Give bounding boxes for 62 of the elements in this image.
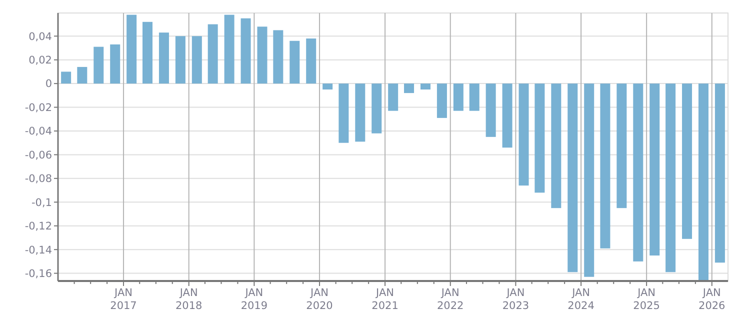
- bar: [600, 84, 610, 248]
- x-tick-label: JAN 2024: [568, 287, 595, 312]
- bar: [273, 30, 284, 84]
- y-tick-label: -0,16: [24, 268, 52, 280]
- bar: [322, 84, 333, 90]
- bar: [502, 84, 512, 148]
- y-tick-label: -0,06: [24, 149, 52, 162]
- bar: [616, 84, 627, 208]
- bar: [338, 84, 349, 143]
- bar: [698, 84, 708, 280]
- y-tick-label: -0,1: [32, 196, 52, 209]
- bar: [142, 22, 152, 84]
- y-tick-label: 0: [45, 78, 52, 90]
- bar: [61, 72, 72, 84]
- y-tick-label: -0,12: [24, 220, 52, 233]
- x-tick-label: JAN 2018: [175, 287, 202, 312]
- bar: [126, 14, 137, 84]
- bar: [372, 84, 382, 134]
- bar: [355, 84, 366, 142]
- y-tick-label: 0,02: [28, 54, 52, 67]
- x-tick-label: JAN 2025: [633, 287, 660, 312]
- bar: [584, 84, 594, 277]
- bar: [682, 84, 692, 239]
- bar: [534, 84, 545, 193]
- bar: [306, 38, 316, 84]
- bar: [404, 84, 414, 94]
- y-tick-label: -0,02: [24, 102, 52, 114]
- bar: [633, 84, 644, 262]
- bar: [551, 84, 562, 208]
- bar: [568, 84, 578, 272]
- bar: [453, 84, 464, 111]
- x-tick-label: JAN 2023: [502, 287, 530, 312]
- bar: [469, 84, 480, 111]
- bar: [110, 44, 120, 84]
- y-tick-label: -0,08: [24, 173, 52, 186]
- bar: [650, 84, 660, 256]
- bar: [224, 14, 234, 84]
- bar: [175, 36, 186, 84]
- x-tick-label: JAN 2017: [110, 287, 137, 312]
- bar: [714, 84, 725, 263]
- bar: [94, 46, 104, 84]
- bar: [518, 84, 529, 186]
- x-tick-label: JAN 2022: [437, 287, 464, 312]
- x-tick-label: JAN 2019: [240, 287, 268, 312]
- x-tick-label: JAN 2026: [698, 287, 726, 312]
- bar: [77, 66, 88, 84]
- x-tick-label: JAN 2021: [372, 287, 398, 312]
- bar: [158, 32, 169, 84]
- y-tick-label: -0,04: [24, 126, 52, 138]
- bar: [486, 84, 496, 137]
- bar: [388, 84, 398, 111]
- bar: [420, 84, 430, 90]
- bar: [666, 84, 676, 272]
- bar: [290, 40, 300, 84]
- bar: [208, 24, 218, 84]
- bar: [192, 36, 202, 84]
- bar: [240, 18, 251, 84]
- x-tick-label: JAN 2020: [306, 287, 333, 312]
- y-tick-label: -0,14: [24, 244, 52, 256]
- bar: [436, 84, 447, 118]
- y-tick-label: 0,04: [28, 30, 52, 43]
- bar: [257, 26, 268, 84]
